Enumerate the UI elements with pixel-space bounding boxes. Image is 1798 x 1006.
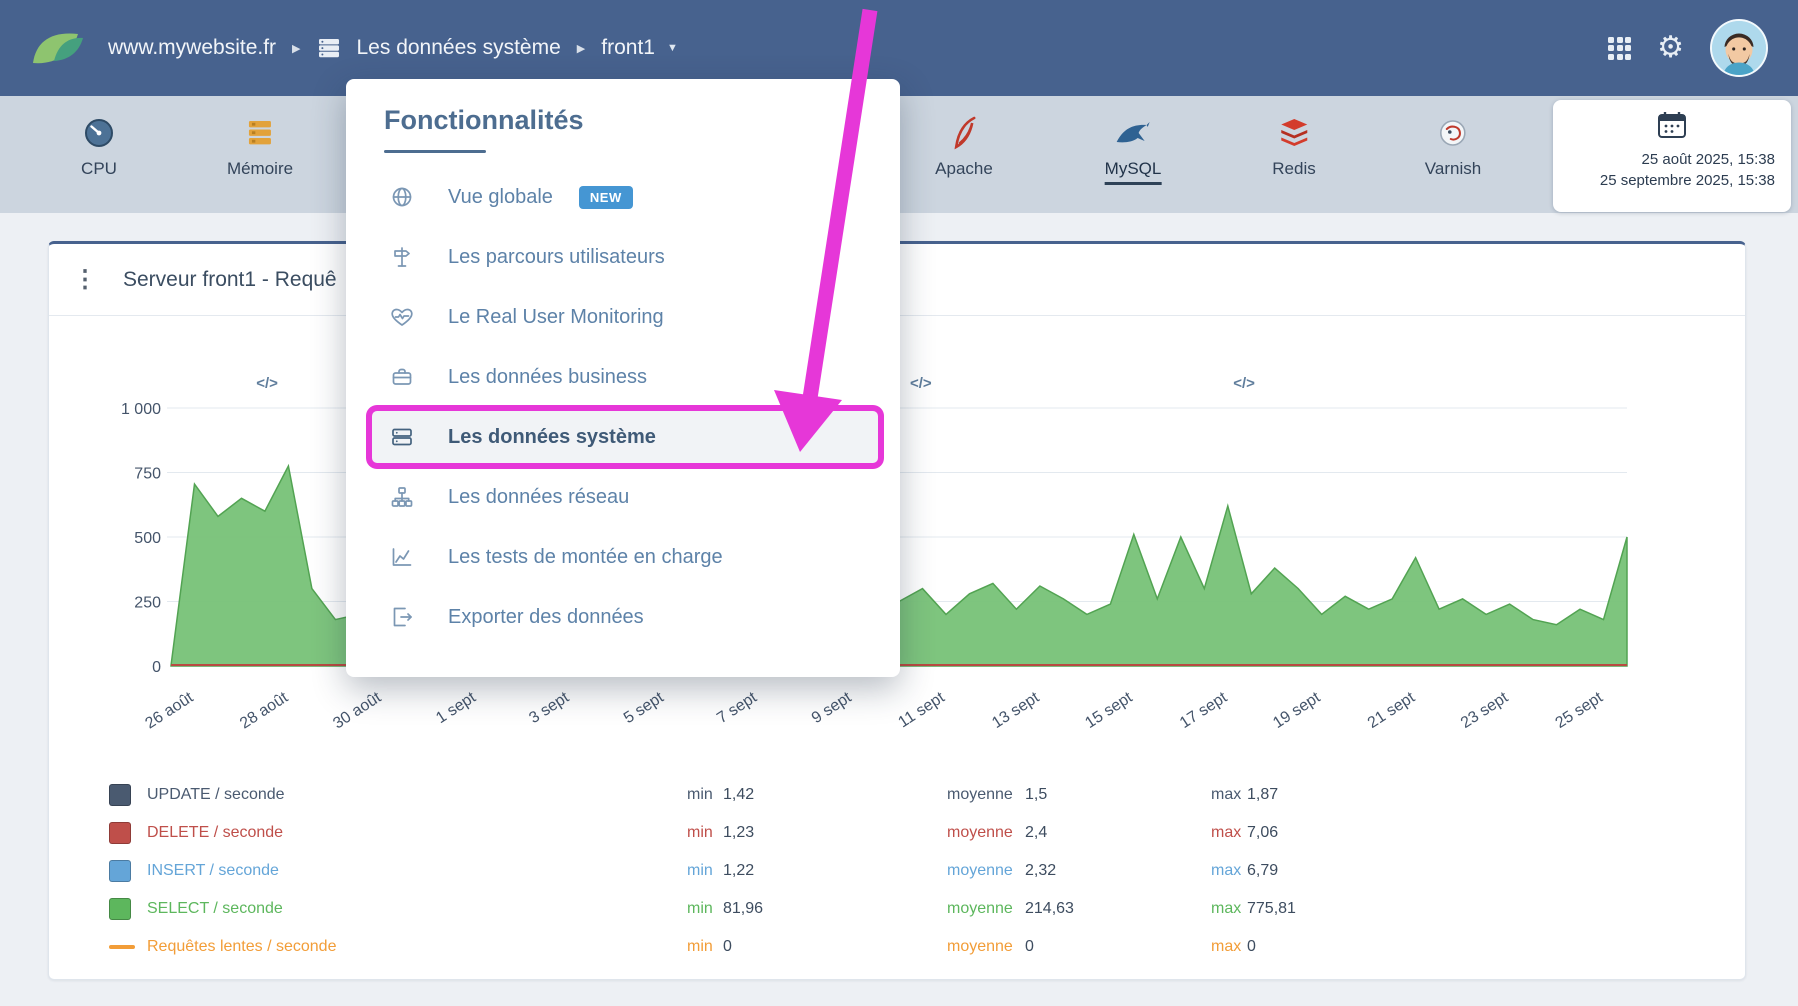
menu-item-exporter-donnees[interactable]: Exporter des données (372, 591, 878, 643)
svg-text:19 sept: 19 sept (1270, 689, 1324, 732)
calendar-icon (1658, 112, 1686, 138)
svg-text:3 sept: 3 sept (526, 689, 572, 727)
svg-text:0: 0 (152, 659, 161, 676)
features-menu-list: Vue globale NEW Les parcours utilisateur… (346, 171, 900, 643)
system-data-icon (318, 39, 339, 58)
mysql-dolphin-icon (1105, 112, 1162, 154)
chart-legend: UPDATE / seconde min 1,42 moyenne 1,5 ma… (109, 776, 1689, 966)
svg-text:25 sept: 25 sept (1553, 689, 1607, 732)
svg-text:1 sept: 1 sept (433, 689, 479, 727)
varnish-logo-icon (1425, 112, 1481, 154)
tab-apache[interactable]: Apache (935, 112, 993, 179)
menu-item-donnees-systeme[interactable]: Les données système (372, 411, 878, 463)
legend-row-insert[interactable]: INSERT / seconde min 1,22 moyenne 2,32 m… (109, 852, 1689, 890)
legend-row-delete[interactable]: DELETE / seconde min 1,23 moyenne 2,4 ma… (109, 814, 1689, 852)
chevron-down-icon: ▼ (666, 42, 678, 54)
svg-text:</>: </> (256, 375, 278, 392)
legend-row-update[interactable]: UPDATE / seconde min 1,42 moyenne 1,5 ma… (109, 776, 1689, 814)
signpost-icon (394, 247, 410, 267)
slow-queries-swatch (109, 945, 135, 949)
update-swatch (109, 784, 131, 806)
tab-label: MySQL (1104, 159, 1162, 185)
chevron-right-icon: ▶ (576, 42, 586, 55)
tab-varnish[interactable]: Varnish (1425, 112, 1481, 179)
svg-text:250: 250 (134, 595, 161, 612)
menu-item-tests-montee-en-charge[interactable]: Les tests de montée en charge (372, 531, 878, 583)
tab-label: CPU (81, 159, 117, 178)
dropdown-title: Fonctionnalités (384, 105, 584, 135)
server-stack-icon (392, 428, 412, 446)
load-test-chart-icon (392, 548, 412, 566)
svg-text:30 août: 30 août (330, 689, 384, 733)
legend-row-select[interactable]: SELECT / seconde min 81,96 moyenne 214,6… (109, 890, 1689, 928)
topbar-actions: ⚙ (1608, 0, 1798, 96)
settings-gear-icon[interactable]: ⚙ (1657, 31, 1684, 64)
legend-row-slow-queries[interactable]: Requêtes lentes / seconde min 0 moyenne … (109, 928, 1689, 966)
svg-text:500: 500 (134, 530, 161, 547)
export-icon (393, 607, 412, 627)
chevron-right-icon: ▶ (292, 42, 301, 55)
redis-cube-icon (1272, 112, 1315, 154)
tab-label: Apache (935, 159, 993, 178)
svg-text:11 sept: 11 sept (895, 689, 948, 731)
tab-redis[interactable]: Redis (1272, 112, 1316, 179)
breadcrumb-site[interactable]: www.mywebsite.fr (108, 36, 277, 59)
svg-text:</>: </> (1233, 375, 1255, 392)
tab-cpu[interactable]: CPU (81, 112, 117, 179)
tab-mysql[interactable]: MySQL (1104, 112, 1162, 185)
breadcrumb-section[interactable]: Les données système (356, 36, 561, 59)
svg-text:21 sept: 21 sept (1365, 689, 1419, 732)
svg-text:750: 750 (134, 466, 161, 483)
app-logo-icon[interactable] (30, 27, 86, 69)
select-swatch (109, 898, 131, 920)
date-range-values: 25 août 2025, 15:38 25 septembre 2025, 1… (1553, 149, 1791, 191)
svg-text:13 sept: 13 sept (989, 689, 1043, 732)
new-badge: NEW (578, 185, 633, 209)
menu-item-parcours-utilisateurs[interactable]: Les parcours utilisateurs (372, 231, 878, 283)
menu-item-donnees-reseau[interactable]: Les données réseau (372, 471, 878, 523)
svg-text:23 sept: 23 sept (1458, 689, 1512, 732)
svg-text:1 000: 1 000 (121, 401, 161, 418)
svg-text:15 sept: 15 sept (1082, 689, 1136, 732)
svg-text:17 sept: 17 sept (1177, 689, 1231, 732)
breadcrumb: www.mywebsite.fr ▶ Les données système ▶… (108, 36, 678, 60)
apps-grid-icon[interactable] (1608, 36, 1632, 60)
apache-feather-icon (935, 112, 993, 154)
features-dropdown: Fonctionnalités Vue globale NEW Les parc… (346, 79, 900, 677)
panel-title: Serveur front1 - Requê (123, 267, 337, 291)
tab-label: Varnish (1424, 159, 1482, 178)
tab-label: Redis (1272, 159, 1316, 178)
date-range-picker[interactable]: 25 août 2025, 15:38 25 septembre 2025, 1… (1553, 100, 1791, 212)
network-sitemap-icon (391, 487, 413, 507)
tab-label: Mémoire (226, 159, 294, 178)
server-selector-label: front1 (601, 36, 655, 59)
mysql-requests-chart: 1 000 750 500 250 0 26 août 28 août 30 août 1 se… (121, 375, 1628, 733)
menu-item-vue-globale[interactable]: Vue globale NEW (372, 171, 878, 223)
delete-swatch (109, 822, 131, 844)
date-range-start: 25 août 2025, 15:38 (1641, 151, 1775, 168)
svg-text:28 août: 28 août (237, 689, 291, 733)
globe-icon (392, 187, 412, 207)
insert-swatch (109, 860, 131, 882)
title-underline (384, 150, 486, 153)
cpu-gauge-icon (81, 112, 117, 154)
user-avatar[interactable] (1710, 19, 1768, 77)
server-selector[interactable]: front1 ▼ (601, 36, 678, 60)
tab-memoire[interactable]: Mémoire (227, 112, 293, 179)
svg-text:5 sept: 5 sept (621, 689, 667, 727)
menu-item-donnees-business[interactable]: Les données business (372, 351, 878, 403)
menu-item-real-user-monitoring[interactable]: Le Real User Monitoring (372, 291, 878, 343)
svg-text:26 août: 26 août (142, 689, 196, 733)
svg-text:</>: </> (910, 375, 932, 392)
briefcase-icon (392, 368, 412, 385)
kebab-menu-icon[interactable]: ⋮ (73, 266, 97, 293)
memory-icon (227, 112, 293, 154)
heart-pulse-icon (391, 308, 413, 326)
svg-text:9 sept: 9 sept (809, 689, 855, 727)
top-navigation-bar: www.mywebsite.fr ▶ Les données système ▶… (0, 0, 1798, 96)
svg-text:7 sept: 7 sept (714, 689, 760, 727)
date-range-end: 25 septembre 2025, 15:38 (1599, 172, 1775, 189)
